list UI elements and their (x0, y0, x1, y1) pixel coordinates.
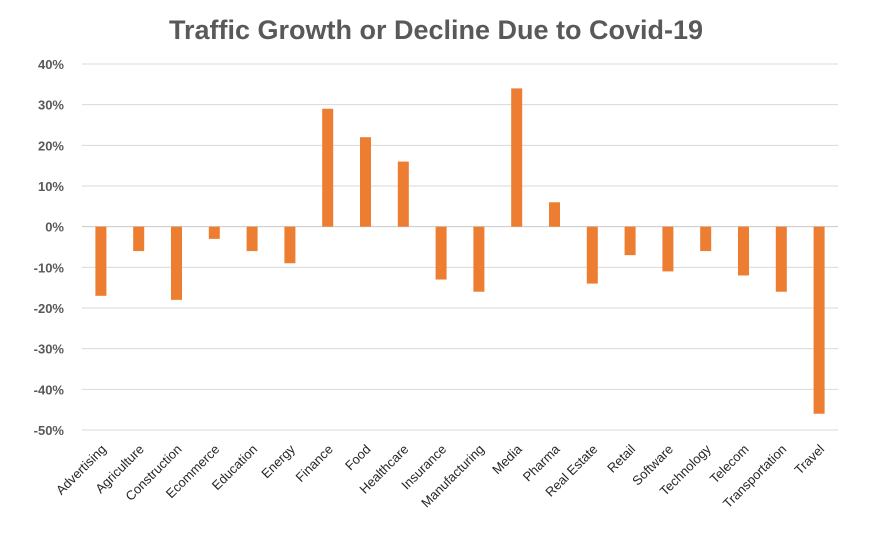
y-tick-label: -40% (34, 382, 65, 397)
bar-ecommerce (208, 226, 220, 239)
y-tick-label: -30% (34, 342, 65, 357)
y-axis-tick-labels: 40% 30% 20% 10% 0% -10% -20% -30% -40% -50% (34, 57, 65, 438)
bar-software (662, 226, 674, 272)
chart-title: Traffic Growth or Decline Due to Covid-1… (169, 15, 703, 45)
bar-technology (700, 226, 712, 252)
bar-real-estate (586, 226, 598, 284)
bar-finance (322, 108, 334, 227)
y-tick-label: 30% (38, 98, 64, 113)
bar-advertising (95, 226, 107, 296)
y-tick-label: 40% (38, 57, 64, 72)
y-tick-label: -10% (34, 260, 65, 275)
x-tick-label: Media (489, 441, 525, 477)
bar-travel (813, 226, 825, 414)
x-axis-category-labels: AdvertisingAgricultureConstructionEcomme… (53, 441, 827, 511)
x-tick-label: Finance (293, 442, 336, 485)
x-tick-label: Food (342, 442, 374, 474)
bar-telecom (738, 226, 749, 276)
x-tick-label: Travel (791, 441, 827, 477)
y-tick-label: 0% (45, 220, 64, 235)
y-tick-label: 20% (38, 138, 64, 153)
bars (95, 88, 825, 414)
bar-education (246, 226, 258, 252)
bar-manufacturing (473, 226, 485, 292)
bar-media (511, 88, 523, 227)
bar-agriculture (133, 226, 145, 252)
bar-food (360, 137, 371, 227)
bar-retail (624, 226, 636, 256)
bar-transportation (775, 226, 787, 292)
x-tick-label: Retail (604, 441, 638, 475)
bar-healthcare (397, 161, 409, 227)
bar-pharma (549, 202, 560, 227)
bar-construction (171, 226, 182, 300)
y-tick-label: 10% (38, 179, 64, 194)
y-tick-label: -20% (34, 301, 65, 316)
y-tick-label: -50% (34, 423, 65, 438)
bar-energy (284, 226, 296, 264)
gridlines (82, 63, 838, 431)
bar-insurance (435, 226, 447, 280)
